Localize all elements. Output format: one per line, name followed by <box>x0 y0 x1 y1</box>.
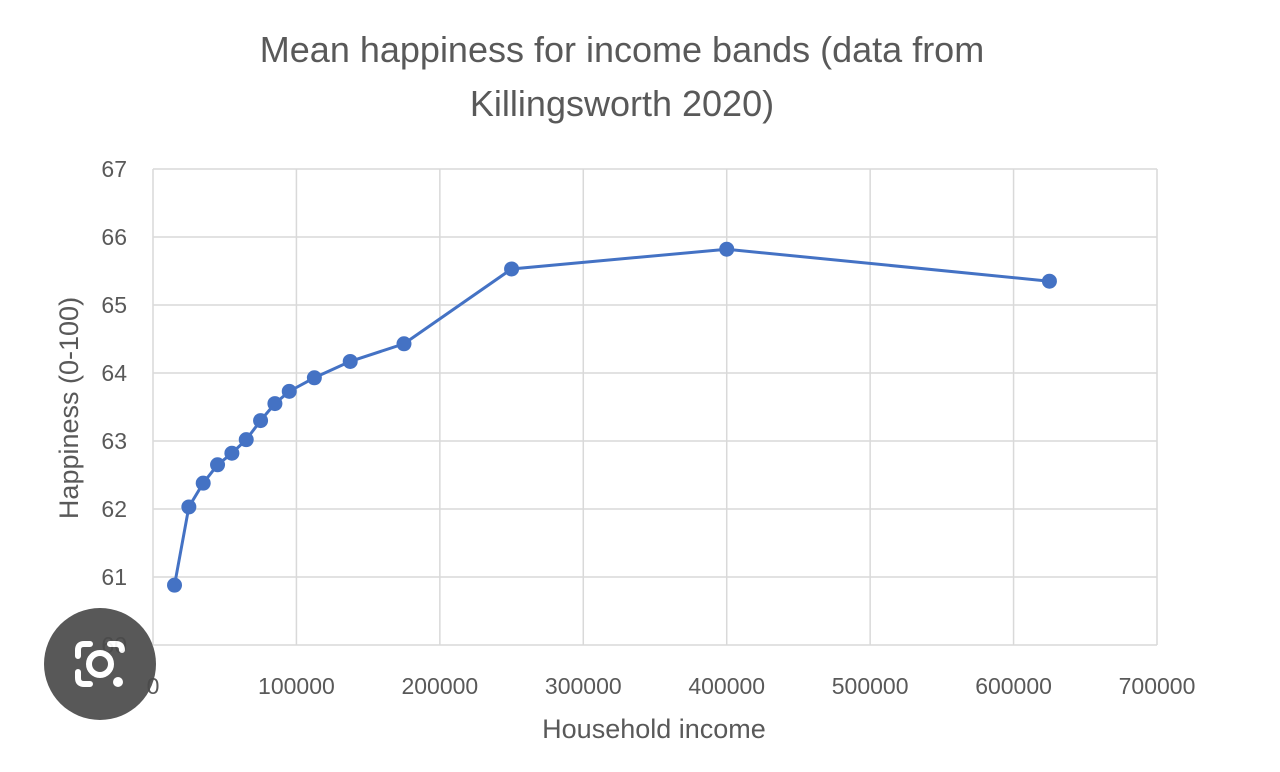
camera-icon-glyph <box>75 641 125 687</box>
x-tick-label: 500000 <box>832 673 909 699</box>
data-point <box>342 353 358 369</box>
data-point <box>1041 273 1057 289</box>
x-tick-label: 400000 <box>688 673 765 699</box>
chart-title-line-2: Killingsworth 2020) <box>470 83 774 124</box>
x-tick-label: 100000 <box>258 673 335 699</box>
data-point <box>181 499 197 515</box>
x-tick-label: 200000 <box>401 673 478 699</box>
data-point <box>195 475 211 491</box>
data-point <box>210 457 226 473</box>
y-tick-label: 61 <box>101 564 127 590</box>
series-layer <box>167 241 1057 593</box>
data-point <box>504 261 520 277</box>
y-tick-label: 64 <box>101 360 127 386</box>
y-axis-title: Happiness (0-100) <box>54 297 84 519</box>
data-point <box>281 383 297 399</box>
y-tick-label: 65 <box>101 292 127 318</box>
x-tick-label: 300000 <box>545 673 622 699</box>
x-tick-label: 600000 <box>975 673 1052 699</box>
x-axis-title: Household income <box>542 714 766 744</box>
data-point <box>253 413 269 429</box>
y-axis-ticks: 6061626364656667 <box>101 156 127 658</box>
chart-title-line-1: Mean happiness for income bands (data fr… <box>260 29 984 70</box>
series-line-0 <box>173 247 1050 586</box>
data-point <box>396 336 412 352</box>
y-tick-label: 67 <box>101 156 127 182</box>
google-lens-camera-icon[interactable] <box>44 608 156 720</box>
gridlines <box>152 168 1158 646</box>
y-tick-label: 63 <box>101 428 127 454</box>
data-point <box>267 396 283 412</box>
data-point <box>306 370 322 386</box>
x-tick-label: 700000 <box>1119 673 1196 699</box>
data-point <box>167 577 183 593</box>
data-point <box>224 445 240 461</box>
y-tick-label: 66 <box>101 224 127 250</box>
data-point <box>238 432 254 448</box>
data-point <box>719 241 735 257</box>
x-axis-ticks: 0 100000 200000 300000 400000 500000 600000 700… <box>147 673 1196 699</box>
y-tick-label: 62 <box>101 496 127 522</box>
